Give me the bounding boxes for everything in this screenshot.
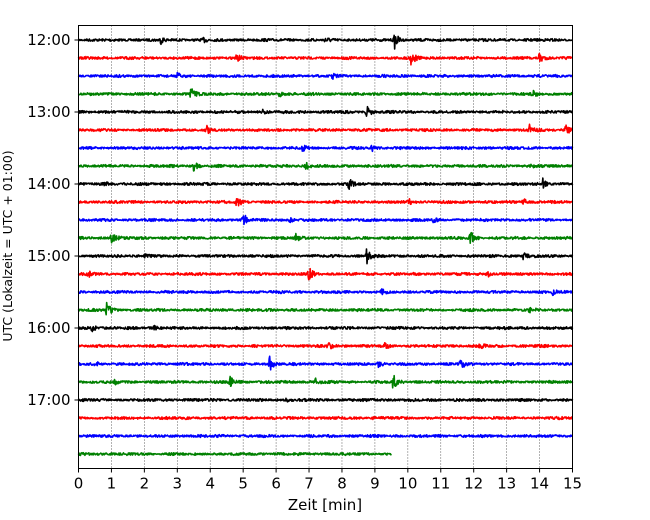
x-tick-label: 15 — [563, 475, 582, 493]
x-tick-label: 0 — [74, 475, 84, 493]
trace-1530 — [77, 288, 574, 297]
trace-1745 — [77, 451, 393, 457]
y-tick-label: 12:00 — [27, 31, 70, 49]
x-tick-label: 6 — [271, 475, 281, 493]
x-axis-label: Zeit [min] — [288, 496, 362, 514]
grid-lines — [111, 25, 540, 469]
y-tick-label: 13:00 — [27, 103, 70, 121]
trace-1630 — [77, 355, 573, 371]
trace-1315 — [77, 123, 574, 135]
x-tick-label: 13 — [497, 475, 516, 493]
y-tick-label: 15:00 — [27, 247, 70, 265]
x-tick-label: 14 — [530, 475, 549, 493]
trace-1345 — [77, 161, 574, 172]
trace-1430 — [77, 214, 574, 226]
trace-1330 — [78, 144, 574, 153]
x-tick-label: 8 — [337, 475, 347, 493]
x-tick-label: 12 — [464, 475, 483, 493]
trace-1715 — [78, 415, 573, 421]
x-tick-label: 2 — [140, 475, 150, 493]
trace-group — [77, 34, 574, 457]
y-axis: 12:00 13:00 14:00 15:00 16:00 17:00 — [27, 31, 79, 409]
trace-1700 — [77, 397, 574, 403]
x-axis: 0 1 2 3 4 5 6 7 8 9 10 11 12 13 14 15 — [74, 468, 582, 493]
trace-1730 — [77, 433, 573, 439]
trace-1500 — [77, 248, 574, 265]
trace-1415 — [77, 197, 574, 207]
x-tick-label: 1 — [107, 475, 117, 493]
y-tick-label: 17:00 — [27, 391, 70, 409]
y-tick-label: 14:00 — [27, 175, 70, 193]
trace-1230 — [77, 71, 574, 80]
trace-1645 — [77, 374, 574, 389]
trace-1300 — [77, 105, 573, 117]
x-tick-label: 9 — [370, 475, 380, 493]
x-tick-label: 4 — [205, 475, 215, 493]
x-tick-label: 11 — [431, 475, 450, 493]
x-tick-label: 10 — [398, 475, 417, 493]
x-tick-label: 7 — [304, 475, 314, 493]
x-tick-label: 3 — [173, 475, 183, 493]
trace-1215 — [77, 52, 574, 66]
trace-1600 — [77, 324, 574, 333]
x-tick-label: 5 — [238, 475, 248, 493]
y-axis-label: UTC (Lokalzeit = UTC + 01:00) — [0, 150, 15, 341]
trace-1200 — [77, 34, 573, 50]
trace-1245 — [77, 88, 574, 98]
trace-1615 — [77, 341, 573, 350]
trace-1400 — [77, 177, 574, 191]
trace-1545 — [77, 301, 573, 316]
trace-1445 — [77, 231, 573, 245]
trace-1515 — [77, 267, 574, 281]
y-tick-label: 16:00 — [27, 319, 70, 337]
plot-frame — [78, 25, 573, 469]
